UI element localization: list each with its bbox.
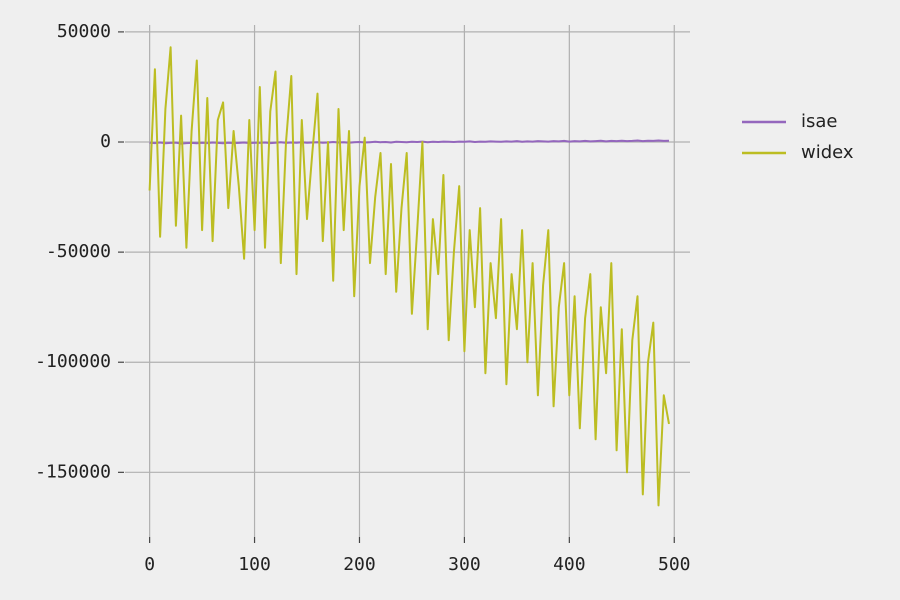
x-tick-label: 500 — [658, 554, 691, 575]
x-tick-label: 0 — [144, 554, 155, 575]
legend-label: isae — [801, 111, 837, 132]
x-tick-label: 400 — [553, 554, 586, 575]
x-tick-label: 300 — [448, 554, 481, 575]
x-tick-label: 200 — [343, 554, 376, 575]
y-tick-label: 50000 — [57, 21, 111, 42]
line-series — [148, 46, 670, 507]
y-tick-label: 0 — [100, 131, 111, 152]
y-tick-label: -100000 — [35, 351, 111, 372]
legend: isae widex — [742, 111, 854, 163]
line-series — [149, 139, 670, 145]
y-tick-label: -50000 — [46, 241, 111, 262]
y-tick-label: -150000 — [35, 461, 111, 482]
x-tick-label: 100 — [238, 554, 271, 575]
legend-label: widex — [801, 142, 854, 163]
